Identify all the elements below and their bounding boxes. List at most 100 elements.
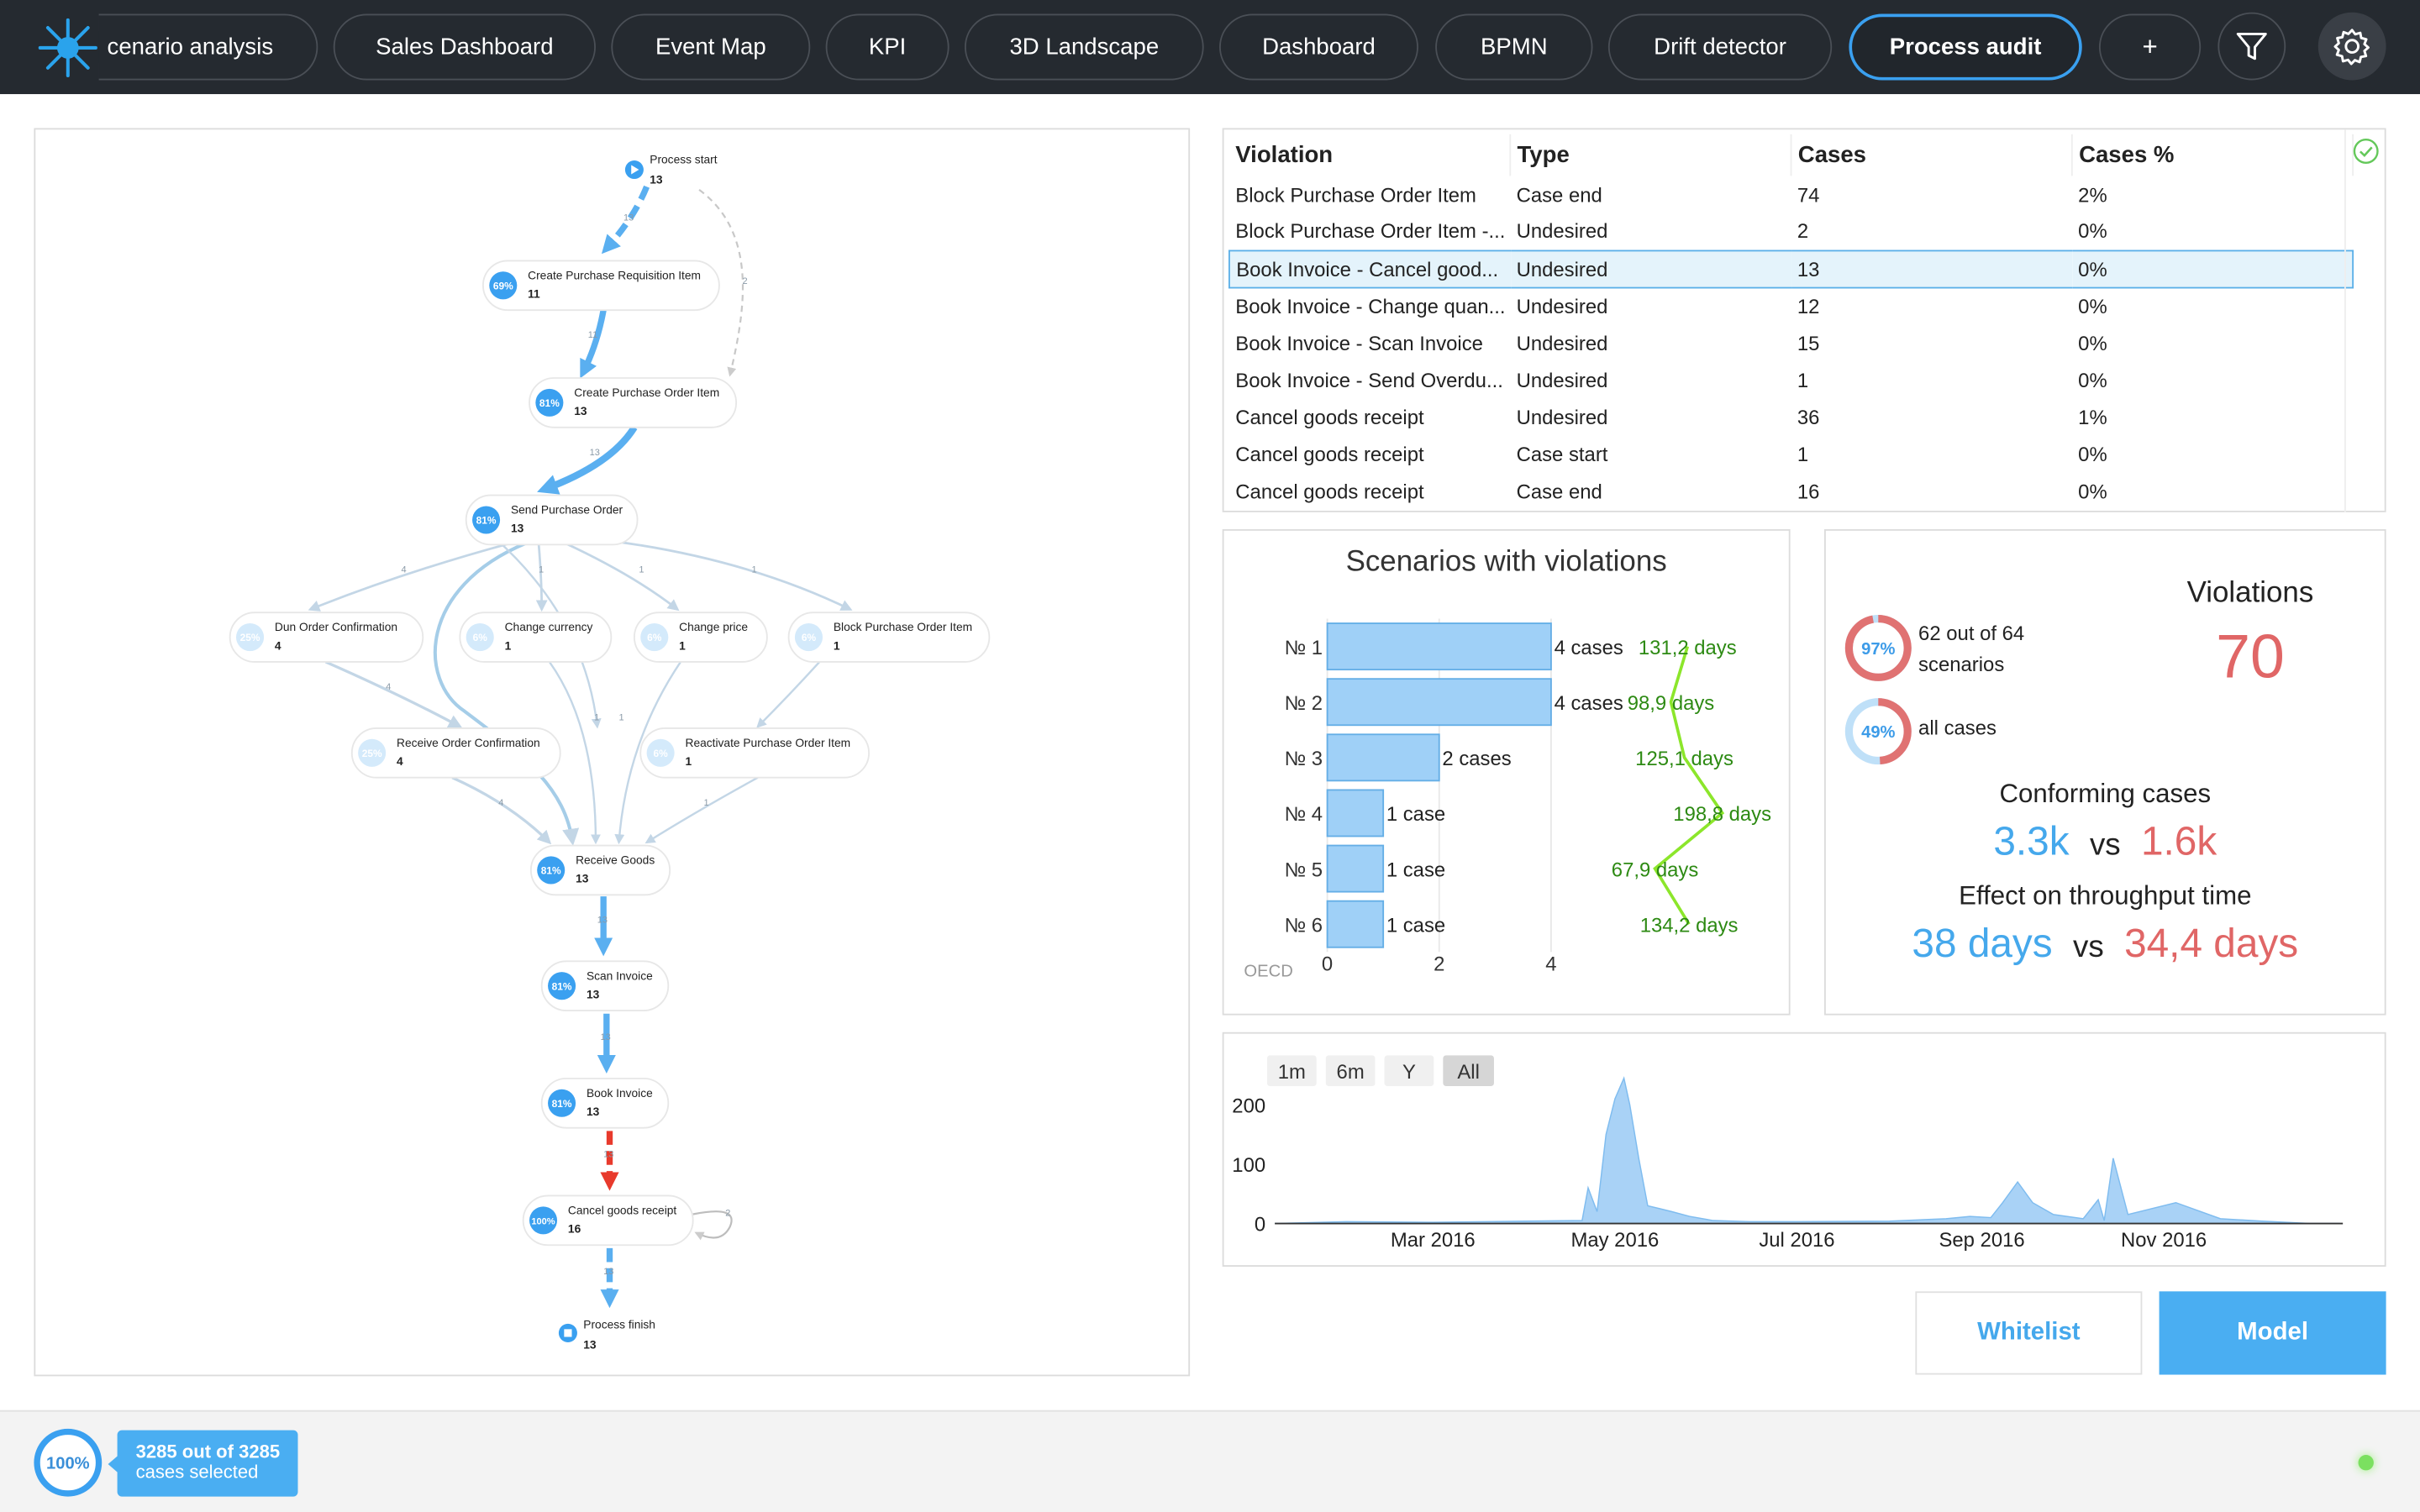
svg-text:1: 1 (686, 755, 692, 768)
process-node[interactable]: 81% Send Purchase Order 13 (465, 494, 639, 546)
duration-label: 125,1 days (1635, 748, 1733, 770)
range-button-year[interactable]: Y (1384, 1055, 1434, 1087)
conforming-comparison: 3.3k vs 1.6k (1826, 817, 2385, 865)
table-row[interactable]: Cancel goods receipt Undesired 36 1% (1229, 398, 2353, 435)
edge-label: 13 (600, 1032, 610, 1042)
status-footer: 100% 3285 out of 3285 cases selected (0, 1410, 2420, 1512)
tab-dashboard[interactable]: Dashboard (1219, 13, 1418, 81)
table-row[interactable]: Block Purchase Order Item Case end 74 2% (1229, 176, 2353, 213)
tab-bpmn[interactable]: BPMN (1435, 13, 1593, 81)
settings-button[interactable] (2317, 12, 2386, 81)
table-row[interactable]: Book Invoice - Scan Invoice Undesired 15 0% (1229, 324, 2353, 361)
column-header-cases-pct[interactable]: Cases % (2071, 134, 2354, 176)
column-header-type[interactable]: Type (1510, 134, 1792, 176)
duration-label: 134,2 days (1640, 914, 1739, 937)
cell-violation: Cancel goods receipt (1235, 442, 1424, 465)
cell-violation: Book Invoice - Send Overdu... (1235, 368, 1503, 391)
svg-text:Dun Order Confirmation: Dun Order Confirmation (275, 621, 397, 633)
table-row[interactable]: Block Purchase Order Item -... Undesired 2… (1229, 213, 2353, 249)
svg-text:Cancel goods receipt: Cancel goods receipt (568, 1205, 676, 1217)
check-circle-icon[interactable] (2352, 137, 2380, 165)
svg-text:13: 13 (511, 522, 524, 535)
violations-title: Violations (2186, 576, 2314, 610)
edge (698, 189, 744, 377)
range-button-6m[interactable]: 6m (1325, 1055, 1376, 1087)
violations-table-panel: Violation Type Cases Cases % Block Purch… (1222, 128, 2386, 512)
range-button-1m[interactable]: 1m (1266, 1055, 1317, 1087)
process-node[interactable]: 6% Reactivate Purchase Order Item 1 (639, 727, 871, 779)
duration-label: 131,2 days (1639, 637, 1737, 659)
range-button-all[interactable]: All (1443, 1055, 1494, 1087)
process-node[interactable]: 81% Scan Invoice 13 (540, 960, 670, 1011)
process-node[interactable]: 69% Create Purchase Requisition Item 11 (481, 260, 720, 312)
process-map[interactable]: 13 11 2 13 4 1 1 1 4 4 1 1 1 13 13 13 2 … (35, 129, 1188, 1374)
tab-drift-detector[interactable]: Drift detector (1607, 13, 1833, 81)
vs-label: vs (2073, 930, 2104, 964)
star-logo-icon[interactable] (37, 17, 98, 78)
svg-text:81%: 81% (552, 1098, 572, 1110)
cell-cases: 36 (1797, 405, 1820, 428)
scenarios-donut: 97% (1844, 614, 1912, 681)
filter-button[interactable] (2217, 12, 2286, 81)
add-tab-button[interactable]: + (2098, 13, 2202, 81)
process-node[interactable]: 6% Block Purchase Order Item 1 (787, 612, 991, 663)
svg-text:6%: 6% (654, 748, 669, 759)
svg-text:13: 13 (650, 174, 663, 186)
column-header-violation[interactable]: Violation (1228, 134, 1512, 176)
whitelist-button[interactable]: Whitelist (1915, 1291, 2143, 1375)
violations-count: 70 (2216, 623, 2285, 691)
edge (602, 538, 853, 611)
svg-text:13: 13 (587, 988, 600, 1000)
bar (1326, 678, 1552, 727)
process-node[interactable]: 25% Receive Order Confirmation 4 (350, 727, 561, 779)
process-node[interactable]: 100% Cancel goods receipt 16 (522, 1194, 694, 1247)
process-node[interactable]: 81% Create Purchase Order Item 13 (529, 377, 738, 428)
tab-kpi[interactable]: KPI (825, 13, 950, 81)
table-row-selected[interactable]: Book Invoice - Cancel good... Undesired 13… (1228, 249, 2354, 288)
duration-line (1653, 646, 1725, 926)
tab-scenario-analysis[interactable]: cenario analysis (98, 13, 318, 81)
category-label: № 6 (1285, 914, 1323, 937)
conforming-title: Conforming cases (1999, 779, 2212, 809)
cell-violation: Cancel goods receipt (1235, 479, 1424, 502)
cell-pct: 0% (2078, 330, 2107, 354)
tab-process-audit[interactable]: Process audit (1849, 13, 2082, 81)
column-header-cases[interactable]: Cases (1791, 134, 2073, 176)
bar (1326, 622, 1552, 671)
table-row[interactable]: Cancel goods receipt Case end 16 0% (1229, 472, 2353, 509)
cell-pct: 0% (2071, 249, 2354, 288)
cell-type: Case end (1516, 479, 1602, 502)
svg-text:Receive Order Confirmation: Receive Order Confirmation (397, 737, 540, 749)
model-button[interactable]: Model (2159, 1291, 2386, 1375)
process-node-start[interactable]: Process start 13 (624, 154, 718, 186)
connection-status-dot (2358, 1455, 2374, 1471)
edge (451, 776, 552, 845)
process-node[interactable]: 6% Change price 1 (633, 612, 768, 663)
table-row[interactable]: Book Invoice - Change quan... Undesired 12… (1229, 287, 2353, 324)
cell-violation: Cancel goods receipt (1235, 405, 1424, 428)
cell-violation: Book Invoice - Cancel good... (1228, 249, 1511, 288)
category-label: № 3 (1285, 748, 1323, 770)
edge-label: 4 (498, 798, 503, 808)
cell-type: Case end (1516, 182, 1602, 207)
selection-donut[interactable]: 100% (33, 1427, 103, 1498)
table-row[interactable]: Book Invoice - Send Overdu... Undesired 1 0… (1229, 361, 2353, 398)
svg-text:81%: 81% (541, 865, 561, 877)
cases-text: all cases (1918, 716, 1996, 739)
svg-text:Scan Invoice: Scan Invoice (587, 969, 653, 982)
cell-pct: 0% (2078, 294, 2107, 318)
edge-label: 2 (725, 1208, 730, 1218)
process-node[interactable]: 25% Dun Order Confirmation 4 (229, 612, 424, 663)
table-row[interactable]: Cancel goods receipt Case start 1 0% (1229, 435, 2353, 472)
svg-text:11: 11 (528, 287, 540, 300)
tab-event-map[interactable]: Event Map (611, 13, 811, 81)
process-node[interactable]: 81% Receive Goods 13 (529, 844, 671, 896)
svg-text:6%: 6% (473, 632, 488, 643)
process-node[interactable]: 6% Change currency 1 (459, 612, 613, 663)
tab-3d-landscape[interactable]: 3D Landscape (964, 13, 1204, 81)
bar-value-label: 1 case (1386, 914, 1445, 937)
process-node-finish[interactable]: Process finish 13 (558, 1318, 655, 1351)
process-node[interactable]: 81% Book Invoice 13 (540, 1077, 670, 1129)
tab-sales-dashboard[interactable]: Sales Dashboard (333, 13, 596, 81)
svg-text:69%: 69% (493, 280, 513, 291)
